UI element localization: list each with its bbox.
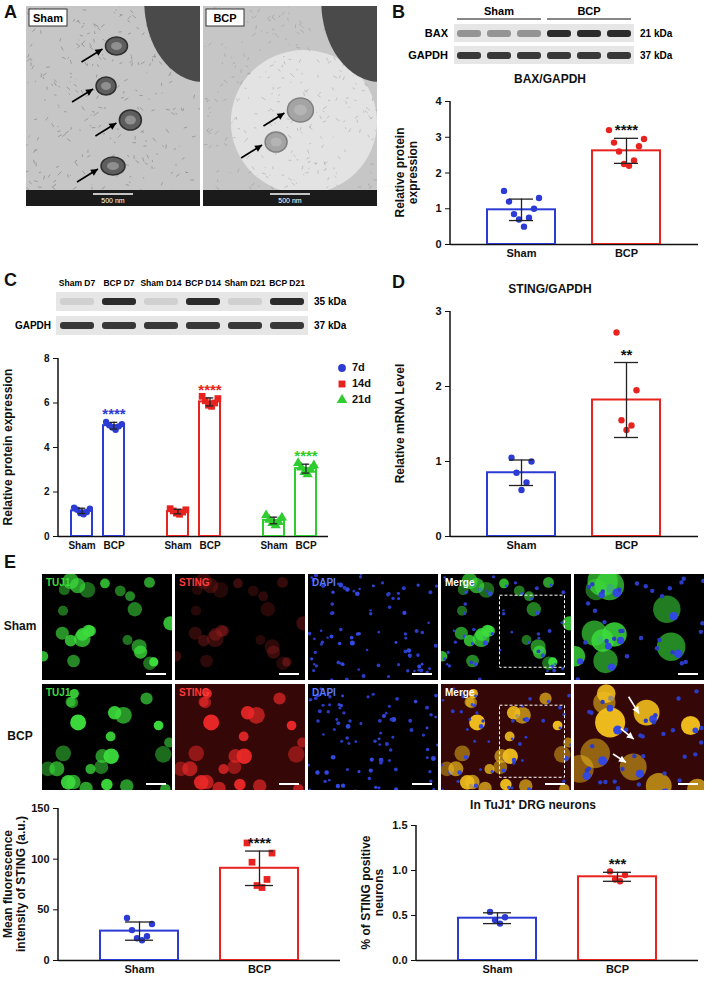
svg-text:BCP D21: BCP D21	[269, 278, 305, 288]
html-text:Relative mRNA Level: Relative mRNA Level	[393, 363, 407, 484]
html-text:14d: 14d	[352, 377, 371, 389]
html-text:D: D	[392, 272, 405, 292]
svg-text:****: ****	[615, 121, 639, 138]
svg-text:****: ****	[248, 834, 272, 851]
svg-text:**: **	[621, 346, 633, 363]
svg-text:****: ****	[102, 405, 126, 422]
svg-text:TUJ1: TUJ1	[46, 687, 71, 698]
svg-text:GAPDH: GAPDH	[15, 320, 51, 331]
svg-text:37 kDa: 37 kDa	[314, 320, 347, 331]
html-text:% of STING positive neurons: % of STING positive neurons	[359, 835, 386, 950]
svg-text:150: 150	[31, 802, 49, 814]
svg-text:Sham D21: Sham D21	[224, 278, 265, 288]
svg-text:100: 100	[31, 853, 49, 865]
html-text:Sham: Sham	[3, 619, 37, 633]
svg-text:Sham: Sham	[125, 963, 155, 975]
svg-text:21 kDa: 21 kDa	[640, 28, 673, 39]
html-text:Relative protein expression: Relative protein expression	[1, 368, 15, 526]
svg-text:0: 0	[44, 531, 50, 542]
svg-text:BCP D7: BCP D7	[103, 278, 134, 288]
svg-text:35 kDa: 35 kDa	[314, 296, 347, 307]
svg-text:BCP: BCP	[615, 539, 638, 551]
svg-text:Sham: Sham	[483, 963, 513, 975]
svg-text:1.0: 1.0	[392, 864, 407, 876]
svg-text:0.0: 0.0	[392, 954, 407, 966]
html-text:In TuJ1⁺ DRG neurons: In TuJ1⁺ DRG neurons	[470, 798, 596, 812]
svg-text:2: 2	[435, 167, 441, 179]
svg-text:0: 0	[435, 238, 441, 250]
html-text:A: A	[4, 2, 17, 22]
svg-text:BCP: BCP	[248, 963, 271, 975]
svg-text:DAPI: DAPI	[312, 577, 336, 588]
svg-text:500 nm: 500 nm	[101, 197, 125, 204]
svg-text:****: ****	[294, 447, 318, 464]
svg-text:BCP: BCP	[577, 5, 600, 17]
html-text:7d: 7d	[352, 361, 365, 373]
svg-text:BCP: BCP	[199, 540, 220, 551]
svg-text:Sham: Sham	[507, 247, 537, 259]
svg-text:***: ***	[609, 855, 627, 872]
svg-text:Sham D7: Sham D7	[59, 278, 96, 288]
svg-text:STING: STING	[179, 577, 210, 588]
svg-text:37 kDa: 37 kDa	[640, 50, 673, 61]
html-text:C: C	[4, 270, 17, 290]
html-text:21d: 21d	[352, 393, 371, 405]
svg-text:50: 50	[37, 903, 49, 915]
svg-text:6: 6	[44, 397, 50, 408]
html-text:STING/GAPDH: STING/GAPDH	[508, 282, 592, 296]
svg-text:Merge: Merge	[445, 687, 475, 698]
svg-text:BCP: BCP	[615, 247, 638, 259]
svg-text:1: 1	[435, 455, 441, 467]
svg-text:Sham: Sham	[68, 540, 95, 551]
svg-text:Sham: Sham	[164, 540, 191, 551]
svg-text:0.5: 0.5	[392, 909, 407, 921]
svg-text:4: 4	[435, 95, 442, 107]
svg-text:0: 0	[435, 530, 441, 542]
svg-text:BAX: BAX	[425, 27, 449, 39]
svg-text:500 nm: 500 nm	[278, 197, 302, 204]
svg-text:3: 3	[435, 131, 441, 143]
svg-text:****: ****	[198, 381, 222, 398]
html-text:Mean fluorescence intensity of: Mean fluorescence intensity of STING (a.…	[1, 816, 28, 952]
svg-text:Sham: Sham	[507, 539, 537, 551]
svg-text:Sham: Sham	[484, 5, 514, 17]
svg-text:BCP: BCP	[295, 540, 316, 551]
svg-text:BCP: BCP	[213, 12, 236, 24]
svg-text:4: 4	[44, 442, 50, 453]
svg-text:TUJ1: TUJ1	[46, 577, 71, 588]
svg-text:BCP D14: BCP D14	[185, 278, 221, 288]
svg-text:BCP: BCP	[606, 963, 629, 975]
svg-text:1.5: 1.5	[392, 819, 407, 831]
html-text:Relative protein expression: Relative protein expression	[393, 127, 420, 218]
svg-text:2: 2	[435, 380, 441, 392]
svg-text:Sham D14: Sham D14	[140, 278, 181, 288]
html-text:BAX/GAPDH: BAX/GAPDH	[514, 72, 586, 86]
svg-text:STING: STING	[179, 687, 210, 698]
svg-text:0: 0	[43, 954, 49, 966]
html-text:E: E	[4, 552, 16, 572]
svg-text:Merge: Merge	[445, 577, 475, 588]
svg-text:2: 2	[44, 486, 50, 497]
svg-text:Sham: Sham	[33, 12, 63, 24]
svg-text:1: 1	[435, 202, 441, 214]
html-text:BCP: BCP	[7, 729, 33, 743]
svg-text:8: 8	[44, 353, 50, 364]
svg-text:BCP: BCP	[103, 540, 124, 551]
html-text:B: B	[392, 2, 405, 22]
svg-text:Sham: Sham	[260, 540, 287, 551]
svg-text:DAPI: DAPI	[312, 687, 336, 698]
svg-text:3: 3	[435, 305, 441, 317]
svg-text:GAPDH: GAPDH	[408, 49, 448, 61]
